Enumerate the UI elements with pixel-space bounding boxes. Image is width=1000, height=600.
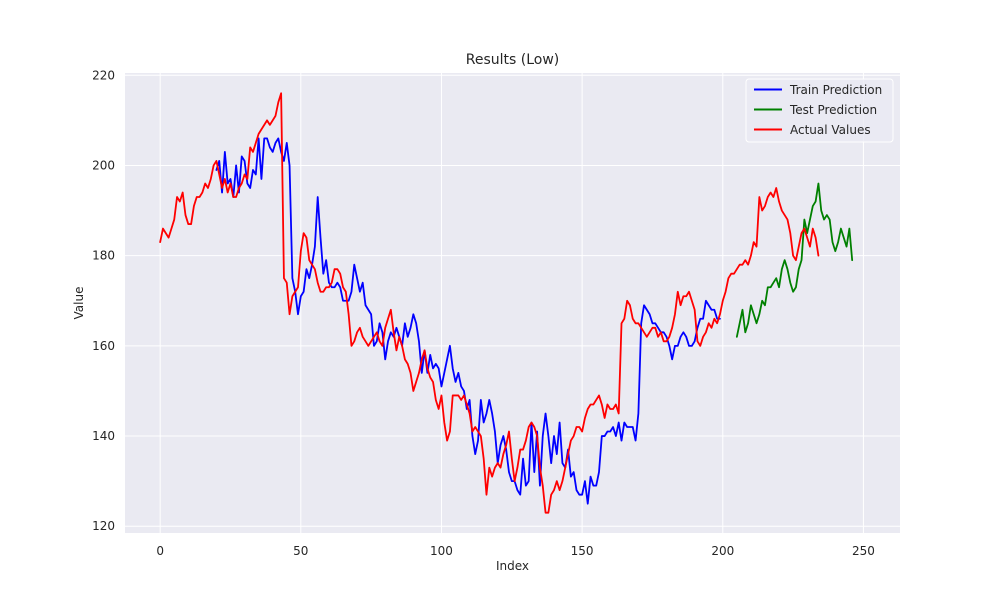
grid-lines	[125, 73, 900, 533]
legend: Train Prediction Test Prediction Actual …	[745, 78, 894, 143]
series-layer	[159, 92, 854, 514]
x-tick-label: 100	[430, 544, 453, 558]
x-axis-ticks: 0 50 100 150 200 250	[156, 544, 875, 558]
legend-label-train: Train Prediction	[789, 83, 882, 97]
x-tick-label: 0	[156, 544, 164, 558]
legend-label-test: Test Prediction	[789, 103, 877, 117]
chart-title: Results (Low)	[466, 52, 560, 68]
y-tick-label: 160	[92, 339, 115, 353]
y-tick-label: 180	[92, 249, 115, 263]
actual-values-line	[159, 92, 820, 514]
x-axis-label: Index	[496, 559, 529, 573]
y-axis-label: Value	[72, 287, 86, 320]
legend-label-actual: Actual Values	[790, 123, 871, 137]
test-prediction-line	[735, 182, 854, 338]
x-tick-label: 250	[852, 544, 875, 558]
y-tick-label: 200	[92, 158, 115, 172]
legend-box	[745, 78, 894, 143]
x-tick-label: 150	[571, 544, 594, 558]
y-tick-label: 120	[92, 519, 115, 533]
y-tick-label: 220	[92, 68, 115, 82]
x-tick-label: 200	[711, 544, 734, 558]
train-prediction-line	[215, 137, 721, 505]
x-tick-label: 50	[293, 544, 308, 558]
y-axis-ticks: 120 140 160 180 200 220	[92, 68, 115, 533]
y-tick-label: 140	[92, 429, 115, 443]
